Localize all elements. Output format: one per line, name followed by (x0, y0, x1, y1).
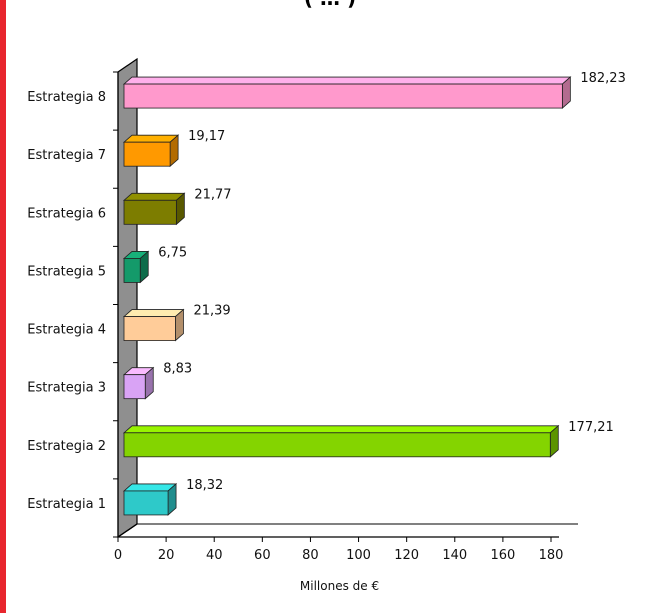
category-label: Estrategia 3 (27, 381, 106, 396)
bar-front-face (123, 258, 141, 283)
bar-top-face (122, 192, 186, 201)
x-tick-label: 140 (442, 548, 467, 563)
category-label: Estrategia 6 (27, 206, 106, 221)
x-tick-label: 20 (158, 548, 175, 563)
bar-front-face (123, 83, 563, 109)
category-label: Estrategia 4 (27, 323, 106, 338)
x-tick-label: 120 (394, 548, 419, 563)
x-tick-label: 0 (114, 548, 122, 563)
bar-top-face (122, 134, 180, 143)
bar-top-face (122, 76, 572, 85)
back-wall-panel (117, 57, 138, 539)
left-accent-stripe (0, 0, 6, 613)
bar-front-face (123, 374, 146, 400)
category-label: Estrategia 1 (27, 497, 106, 512)
value-label: 182,23 (580, 71, 626, 86)
chart-axes (113, 71, 578, 542)
x-tick-label: 160 (490, 548, 515, 563)
category-label: Estrategia 2 (27, 439, 106, 454)
value-label: 177,21 (568, 420, 614, 435)
x-tick-label: 180 (539, 548, 564, 563)
value-label: 18,32 (186, 478, 223, 493)
x-tick-label: 40 (206, 548, 223, 563)
bar-front-face (123, 490, 169, 516)
bar-6 (122, 192, 186, 226)
value-label: 6,75 (158, 245, 187, 260)
bar-8 (122, 76, 572, 109)
bar-front-face (123, 432, 551, 458)
floor-diagonal (117, 523, 138, 538)
bar-top-face (122, 309, 185, 317)
bar-2 (122, 424, 560, 458)
chart-back-wall (117, 57, 138, 539)
bar-front-face (123, 199, 177, 225)
x-tick-label: 100 (346, 548, 371, 563)
bar-5 (122, 250, 150, 284)
chart-bars (122, 76, 572, 516)
bar-top-face (122, 425, 560, 434)
value-label: 21,39 (193, 304, 230, 319)
bar-top-face (122, 483, 178, 492)
x-tick-label: 80 (302, 548, 319, 563)
value-label: 19,17 (188, 129, 225, 144)
bar-1 (122, 483, 178, 516)
value-label: 21,77 (194, 187, 231, 202)
value-label: 8,83 (163, 362, 192, 377)
bar-4 (122, 308, 185, 342)
category-label: Estrategia 5 (27, 264, 106, 279)
x-axis-title: Millones de € (300, 579, 379, 593)
x-tick-label: 60 (254, 548, 271, 563)
category-label: Estrategia 7 (27, 148, 106, 163)
category-label: Estrategia 8 (27, 90, 106, 105)
bar-3 (122, 366, 155, 400)
chart-title-fragment: ( … ) (250, 0, 410, 10)
bar-front-face (123, 141, 171, 167)
bar-7 (122, 134, 180, 168)
chart-labels: 0 20 40 60 80 100 120 140 160 180 Millones de € Est… (27, 71, 626, 593)
bar-front-face (123, 316, 176, 341)
